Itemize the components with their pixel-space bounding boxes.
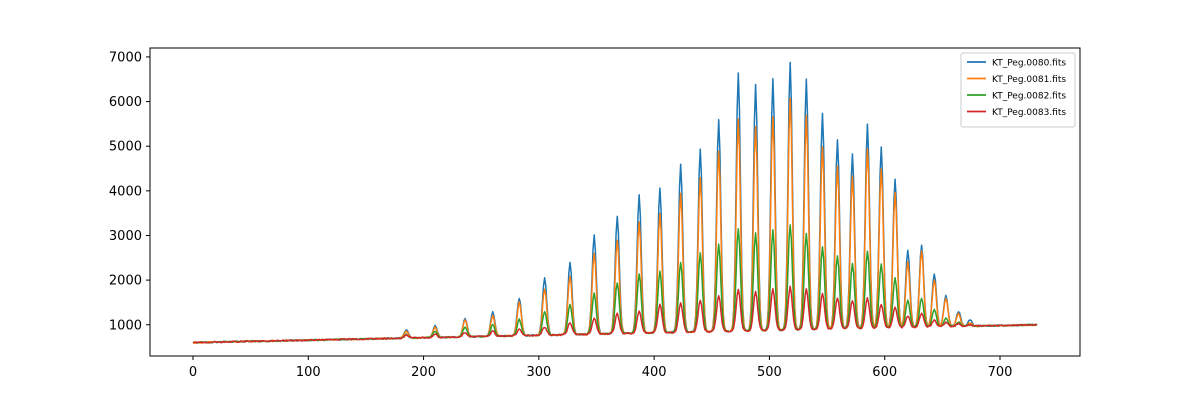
x-tick-label: 200 [411,365,436,380]
series-lines [192,61,1038,344]
x-tick-label: 100 [296,365,321,380]
y-tick-label: 6000 [109,95,142,110]
x-axis: 0 100 200 300 400 500 600 700 [189,356,1013,380]
legend: KT_Peg.0080.fits KT_Peg.0081.fits KT_Peg.0… [960,52,1076,128]
legend-label: KT_Peg.0081.fits [992,75,1066,85]
legend-label: KT_Peg.0082.fits [992,92,1066,102]
x-tick-label: 0 [189,365,197,380]
series-line [192,285,1038,344]
legend-label: KT_Peg.0083.fits [992,108,1066,118]
y-axis: 1000 2000 3000 4000 5000 6000 7000 [109,50,150,333]
y-tick-label: 1000 [109,318,142,333]
x-tick-label: 600 [872,365,897,380]
y-tick-label: 5000 [109,140,142,155]
y-tick-label: 4000 [109,184,142,199]
y-tick-label: 3000 [109,229,142,244]
x-tick-label: 300 [526,365,551,380]
x-tick-label: 700 [988,365,1013,380]
plot-frame [149,47,1081,357]
x-tick-label: 400 [642,365,667,380]
y-tick-label: 2000 [109,274,142,289]
legend-box [960,52,1076,128]
x-tick-label: 500 [757,365,782,380]
legend-label: KT_Peg.0080.fits [992,59,1066,69]
y-tick-label: 7000 [109,50,142,65]
